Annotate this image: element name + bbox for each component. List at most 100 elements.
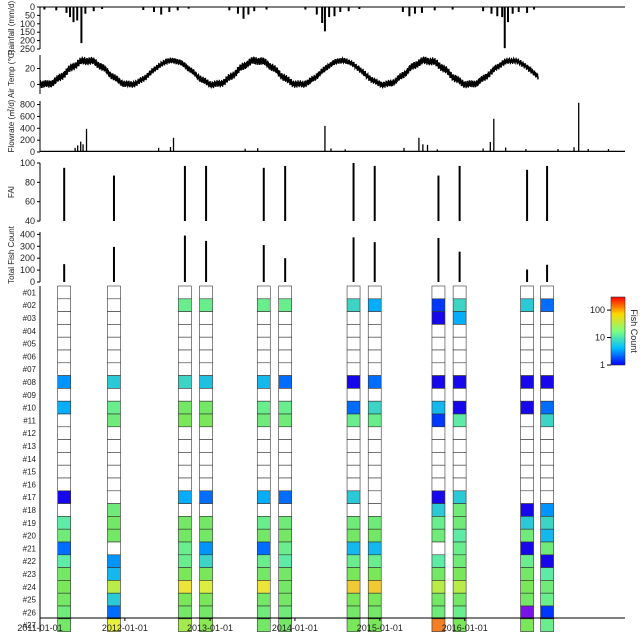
heatmap-cell — [256, 528, 271, 543]
heatmap-cell — [199, 567, 213, 581]
colorbar-tick-label: 100 — [590, 305, 605, 315]
heatmap-cell — [57, 426, 71, 440]
heatmap-cell — [346, 349, 361, 364]
heatmap-cell — [540, 464, 554, 479]
heatmap-cell — [57, 592, 71, 607]
total-fish-count-ytick-label: 100 — [20, 265, 35, 275]
heatmap-cell — [107, 439, 121, 453]
heatmap-cell — [57, 477, 71, 492]
heatmap-cell — [57, 541, 71, 556]
heatmap-cell — [346, 439, 361, 453]
heatmap-cell — [520, 490, 534, 504]
rainfall-bar — [408, 7, 411, 17]
air-temp-ytick-label: 0 — [30, 79, 35, 89]
heatmap-cell — [367, 400, 382, 415]
heatmap-cell — [278, 580, 292, 594]
heatmap-cell — [278, 375, 292, 389]
heatmap-cell — [452, 477, 467, 492]
axis-frames: 0501001502002500200200400600800406080100… — [20, 2, 625, 287]
heatmap-cell — [278, 439, 292, 453]
rainfall-bar — [503, 7, 506, 49]
heatmap-cell — [452, 439, 467, 453]
heatmap-cell — [199, 413, 213, 428]
rainfall-bar — [490, 7, 493, 14]
heatmap-cell — [178, 541, 192, 556]
heatmap-cell — [107, 605, 121, 620]
heatmap-cell — [256, 516, 271, 530]
heatmap-cell — [367, 618, 382, 632]
species-row-label: #27 — [23, 621, 37, 630]
rainfall-bar — [228, 7, 231, 11]
heatmap-cell — [256, 567, 271, 581]
heatmap-cell — [278, 605, 292, 620]
heatmap-cell — [367, 285, 382, 300]
heatmap-cell — [57, 324, 71, 338]
heatmap-cell — [278, 285, 292, 300]
heatmap-cell — [431, 426, 446, 440]
heatmap-cell — [540, 324, 554, 338]
heatmap-cell — [367, 336, 382, 351]
heatmap-cell — [540, 516, 554, 530]
fish-count-bars — [63, 235, 549, 282]
heatmap-cell — [107, 413, 121, 428]
heatmap-cell — [199, 426, 213, 440]
species-row-label: #21 — [23, 544, 37, 553]
heatmap-cell — [540, 554, 554, 568]
heatmap-cell — [178, 452, 192, 466]
species-row-label: #03 — [23, 314, 37, 323]
species-row-label: #05 — [23, 340, 37, 349]
heatmap-cell — [346, 362, 361, 376]
rainfall-bar — [84, 7, 87, 14]
heatmap-cell — [107, 336, 121, 351]
rainfall-ytick-label: 250 — [20, 44, 35, 54]
colorbar-tick-label: 1 — [600, 360, 605, 370]
heatmap-cell — [57, 298, 71, 312]
heatmap-cell — [199, 541, 213, 556]
heatmap-cell — [278, 477, 292, 492]
heatmap-cell — [520, 285, 534, 300]
heatmap-cell — [57, 285, 71, 300]
rainfall-bar — [265, 7, 268, 10]
heatmap-cell — [57, 503, 71, 517]
heatmap-cell — [178, 580, 192, 594]
heatmap-cell — [278, 362, 292, 376]
heatmap-cell — [540, 618, 554, 632]
heatmap-cell — [107, 349, 121, 364]
heatmap-cell — [346, 452, 361, 466]
flowrate-ytick-label: 600 — [20, 111, 35, 121]
rainfall-bar — [533, 7, 536, 10]
heatmap-cell — [278, 528, 292, 543]
colorbar-legend: Fish Count 1 10 100 — [590, 296, 639, 370]
heatmap-cell — [178, 298, 192, 312]
heatmap-cell — [346, 618, 361, 632]
heatmap-cell — [278, 464, 292, 479]
heatmap-cell — [256, 477, 271, 492]
rainfall-bar — [413, 7, 416, 14]
heatmap-cell — [57, 311, 71, 325]
heatmap-cell — [278, 516, 292, 530]
heatmap-cell — [178, 426, 192, 440]
date-axis: 2011-01-01 2012-01-01 2013-01-01 2014-01-01… — [17, 617, 625, 633]
heatmap-cell — [452, 580, 467, 594]
heatmap-cell — [452, 285, 467, 300]
species-row-label: #10 — [23, 404, 37, 413]
rainfall-ytick-label: 50 — [25, 10, 35, 20]
heatmap-cell — [431, 388, 446, 402]
heatmap-cell — [367, 554, 382, 568]
heatmap-cell — [367, 349, 382, 364]
heatmap-cell — [57, 490, 71, 504]
heatmap-cell — [520, 528, 534, 543]
heatmap-cell — [107, 567, 121, 581]
heatmap-cell — [178, 336, 192, 351]
heatmap-cell — [199, 516, 213, 530]
heatmap-cell — [520, 567, 534, 581]
heatmap-cell — [540, 298, 554, 312]
heatmap-cell — [346, 324, 361, 338]
heatmap-cell — [346, 464, 361, 479]
heatmap-cell — [256, 618, 271, 632]
heatmap-cell — [452, 541, 467, 556]
heatmap-cell — [367, 516, 382, 530]
heatmap-cell — [452, 592, 467, 607]
rainfall-bar — [92, 7, 95, 12]
rainfall-bar — [80, 7, 83, 44]
